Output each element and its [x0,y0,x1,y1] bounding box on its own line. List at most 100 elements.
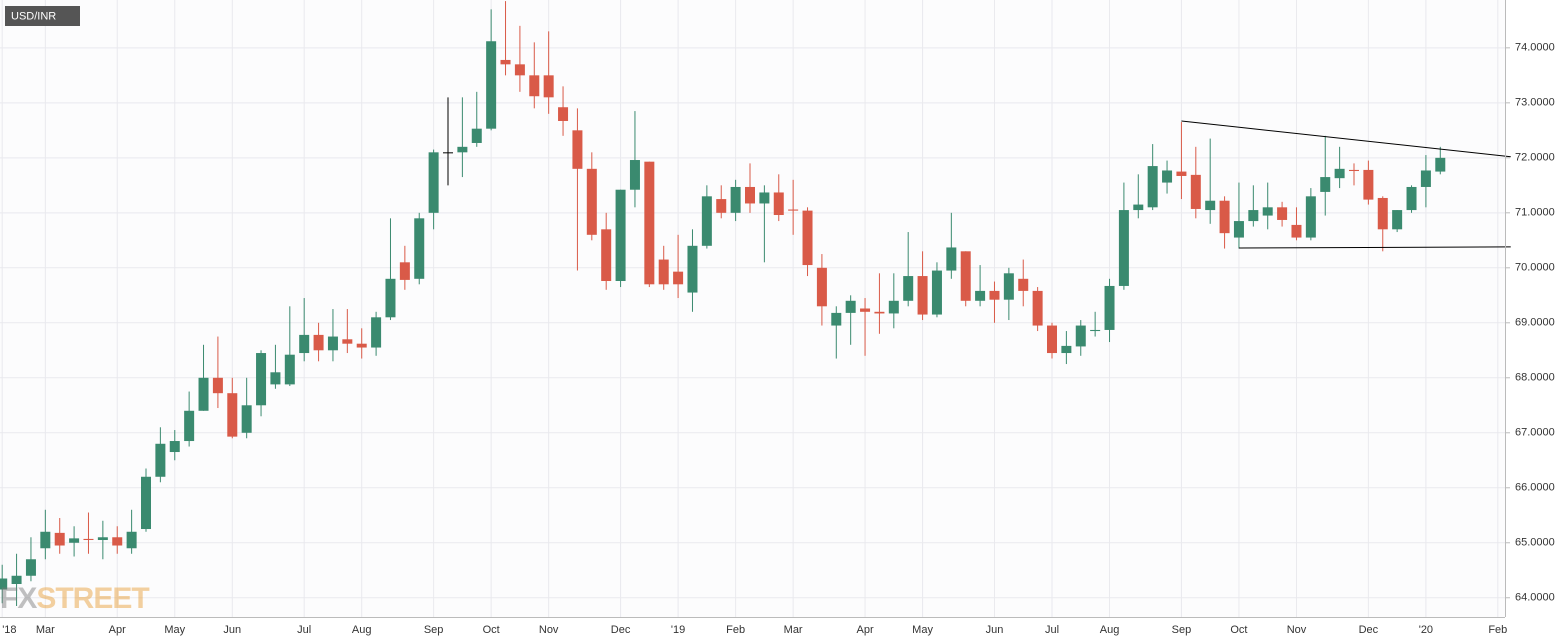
trendline [1181,120,1511,158]
x-tick-label: Sep [1172,624,1192,636]
candle-body [54,532,65,546]
x-tick-label: Dec [611,624,631,636]
x-tick-label: Jun [986,624,1004,636]
x-tick-label: Oct [1230,624,1247,636]
candle-body [0,578,8,590]
candle-body [1075,325,1086,347]
candle-body [658,259,669,285]
x-tick-label: Mar [784,624,803,636]
candle-body [644,161,655,285]
title-box [5,6,80,26]
candle-body [184,410,195,442]
candle-body [212,377,223,394]
candle-body [759,192,770,204]
candle-body [414,218,425,279]
grid [0,0,1505,617]
candle-body [471,128,482,143]
candle-body [457,146,468,153]
candle-body [11,575,22,585]
trendline [1238,246,1511,249]
y-tick-label: 66.0000 [1515,482,1555,494]
x-tick-label: '19 [671,624,685,636]
x-tick-label: Sep [424,624,444,636]
candle-body [701,196,712,246]
x-tick-label: Apr [856,624,873,636]
x-tick-label: Aug [352,624,372,636]
x-tick-label: Aug [1100,624,1120,636]
candle-body [299,334,310,354]
candle-body [673,271,684,285]
candle-body [284,354,295,385]
y-tick-label: 67.0000 [1515,427,1555,439]
candle-body [687,245,698,293]
candle-body [831,312,842,326]
watermark: FXSTREET [0,582,149,615]
candle-body [1061,345,1072,354]
candle-body [443,152,453,154]
candle-body [1420,170,1431,187]
x-tick-label: '20 [1419,624,1433,636]
candle-body [1363,169,1374,200]
candle-body [1133,204,1144,211]
watermark-fx: FX [0,582,37,615]
candle-body [1003,273,1014,300]
candle-body [572,130,583,169]
y-tick-label: 70.0000 [1515,262,1555,274]
candle-body [327,336,338,351]
y-tick-label: 71.0000 [1515,207,1555,219]
marks [0,1,1511,607]
candle-body [1190,174,1201,209]
x-tick-label: Nov [1287,624,1307,636]
candle-body [917,276,928,315]
candle-body [1219,200,1230,234]
candle-body [1104,285,1115,330]
candle-body [1047,325,1057,354]
candle-body [500,59,511,65]
y-tick-label: 73.0000 [1515,97,1555,109]
candle-body [960,251,971,301]
candle-body [1291,224,1302,238]
watermark-street: STREET [36,582,149,615]
candle-body [25,559,36,576]
candle-body [730,186,741,213]
y-tick-label: 65.0000 [1515,537,1555,549]
candle-body [903,276,914,301]
x-tick-label: Nov [539,624,559,636]
candle-body [342,339,353,344]
candle-body [385,278,396,318]
candle-body [1162,170,1173,183]
y-tick-label: 68.0000 [1515,372,1555,384]
candle-body [816,267,827,307]
y-tick-label: 64.0000 [1515,592,1555,604]
candle-body [227,393,238,437]
plot-background [0,0,1505,617]
candle-body [399,262,410,280]
candle-body [615,189,626,282]
candle-body [989,290,1000,300]
x-tick-label: Jul [1045,624,1059,636]
candle-body [1377,197,1388,230]
candle-body [745,186,755,204]
candle-body [1248,210,1259,222]
candle-body [975,290,986,301]
candle-body [629,160,640,190]
candle-body [1406,186,1417,211]
x-tick-label: Dec [1359,624,1379,636]
candle-body [169,441,180,453]
x-tick-label: '18 [2,624,16,636]
candle-body [1090,329,1101,332]
candle-body [586,168,597,235]
y-tick-label: 72.0000 [1515,152,1555,164]
x-tick-label: Oct [483,624,500,636]
x-tick-label: Jun [223,624,241,636]
candle-body [428,152,439,213]
candle-body [1334,168,1345,179]
candle-body [1032,290,1043,326]
candle-body [716,199,727,213]
candle-body [874,311,885,314]
candle-body [931,270,942,315]
candle-body [1392,210,1403,230]
candle-body [141,476,151,530]
candle-body [371,317,382,348]
